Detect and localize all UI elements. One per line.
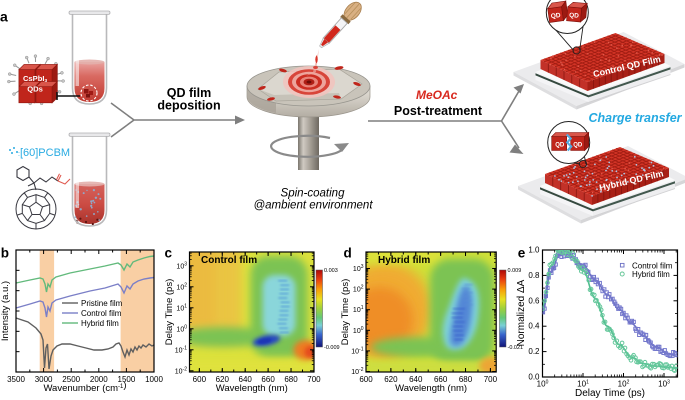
svg-text:QD: QD bbox=[573, 143, 583, 149]
svg-text:Control film: Control film bbox=[81, 309, 122, 318]
svg-text:0.8: 0.8 bbox=[528, 271, 540, 280]
svg-text:640: 640 bbox=[409, 375, 423, 384]
svg-text::[60]PCBM: :[60]PCBM bbox=[18, 147, 70, 159]
svg-text:0.6: 0.6 bbox=[528, 296, 540, 305]
svg-text:103: 103 bbox=[658, 380, 670, 389]
svg-text:10-1: 10-1 bbox=[351, 346, 363, 355]
svg-text:2500: 2500 bbox=[62, 375, 80, 384]
svg-text:10-2: 10-2 bbox=[351, 367, 363, 376]
svg-text:0.4: 0.4 bbox=[528, 322, 540, 331]
svg-text:Wavelength (nm): Wavelength (nm) bbox=[216, 383, 288, 394]
svg-text:Wavenumber (cm-1): Wavenumber (cm-1) bbox=[43, 380, 126, 394]
svg-text:700: 700 bbox=[307, 375, 321, 384]
svg-text:2000: 2000 bbox=[90, 375, 108, 384]
svg-text:QD film: QD film bbox=[167, 86, 211, 100]
svg-text:700: 700 bbox=[484, 375, 498, 384]
svg-text:102: 102 bbox=[353, 285, 364, 294]
svg-text:Hybrid film: Hybrid film bbox=[378, 255, 430, 266]
svg-text:0.2: 0.2 bbox=[528, 347, 540, 356]
svg-text:Wavelength (nm): Wavelength (nm) bbox=[395, 383, 467, 394]
svg-text:0.003: 0.003 bbox=[324, 268, 338, 274]
svg-text:e: e bbox=[518, 245, 526, 260]
svg-text:680: 680 bbox=[459, 375, 473, 384]
svg-text:1500: 1500 bbox=[118, 375, 136, 384]
svg-text:3000: 3000 bbox=[35, 375, 53, 384]
svg-text:Pristine film: Pristine film bbox=[81, 299, 123, 308]
svg-text:101: 101 bbox=[577, 380, 589, 389]
svg-text:QD: QD bbox=[555, 143, 565, 149]
svg-text:100: 100 bbox=[353, 326, 364, 335]
svg-text:Charge transfer: Charge transfer bbox=[588, 111, 682, 125]
svg-text:QD: QD bbox=[569, 12, 580, 20]
svg-text:c: c bbox=[165, 246, 173, 261]
svg-text:@ambient environment: @ambient environment bbox=[253, 200, 373, 212]
svg-text:CsPbI3: CsPbI3 bbox=[23, 74, 48, 84]
svg-text:Control film: Control film bbox=[201, 255, 257, 266]
svg-text:103: 103 bbox=[353, 264, 364, 273]
svg-text:-0.009: -0.009 bbox=[324, 345, 340, 351]
svg-text:101: 101 bbox=[176, 303, 187, 312]
svg-text:Spin-coating: Spin-coating bbox=[281, 188, 346, 200]
svg-text:620: 620 bbox=[384, 375, 398, 384]
svg-text:0.009: 0.009 bbox=[508, 268, 522, 274]
svg-text:MeOAc: MeOAc bbox=[416, 88, 458, 102]
svg-text:102: 102 bbox=[176, 282, 187, 291]
svg-text:100: 100 bbox=[176, 324, 187, 333]
svg-text:QDs: QDs bbox=[27, 84, 43, 93]
svg-text:1000: 1000 bbox=[145, 375, 163, 384]
svg-text:Delay Time (ps): Delay Time (ps) bbox=[340, 279, 351, 346]
svg-text:102: 102 bbox=[618, 380, 630, 389]
svg-text:Normalized ΔA: Normalized ΔA bbox=[516, 279, 527, 346]
svg-text:10-2: 10-2 bbox=[175, 366, 187, 375]
svg-text:10-1: 10-1 bbox=[175, 345, 187, 354]
svg-text:Delay Time (ps): Delay Time (ps) bbox=[164, 279, 175, 346]
svg-text:a: a bbox=[0, 9, 8, 25]
svg-text:600: 600 bbox=[193, 375, 207, 384]
svg-text:Hybrid film: Hybrid film bbox=[81, 319, 119, 328]
svg-text:0.0: 0.0 bbox=[528, 373, 540, 382]
svg-text:-0.021: -0.021 bbox=[508, 345, 524, 351]
svg-text:620: 620 bbox=[216, 375, 230, 384]
svg-text:3500: 3500 bbox=[7, 375, 25, 384]
svg-text:600: 600 bbox=[359, 375, 373, 384]
svg-text:deposition: deposition bbox=[157, 99, 220, 113]
svg-text:QD: QD bbox=[550, 12, 561, 20]
svg-text:660: 660 bbox=[434, 375, 448, 384]
svg-text:Control film: Control film bbox=[632, 262, 673, 271]
svg-text:680: 680 bbox=[284, 375, 298, 384]
svg-text:640: 640 bbox=[239, 375, 253, 384]
svg-text:Hybrid film: Hybrid film bbox=[632, 270, 670, 279]
svg-text:660: 660 bbox=[261, 375, 275, 384]
svg-text:Delay Time (ps): Delay Time (ps) bbox=[575, 388, 645, 399]
svg-text:1.0: 1.0 bbox=[528, 246, 540, 255]
svg-text:103: 103 bbox=[176, 261, 187, 270]
svg-text:d: d bbox=[344, 246, 352, 261]
svg-text:Intensity (a.u.): Intensity (a.u.) bbox=[0, 281, 11, 341]
svg-text:Post-treatment: Post-treatment bbox=[394, 104, 483, 118]
svg-text:101: 101 bbox=[353, 305, 364, 314]
svg-text:100: 100 bbox=[537, 380, 549, 389]
svg-text:b: b bbox=[1, 246, 9, 261]
